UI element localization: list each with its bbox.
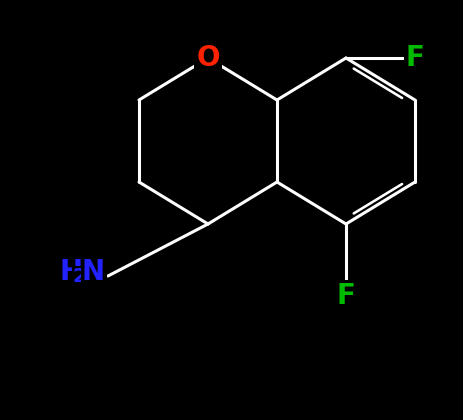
Text: H: H xyxy=(60,258,83,286)
Text: F: F xyxy=(337,282,356,310)
Text: 2: 2 xyxy=(73,268,87,286)
Text: N: N xyxy=(82,258,105,286)
Text: O: O xyxy=(196,44,220,72)
Text: F: F xyxy=(406,44,425,72)
